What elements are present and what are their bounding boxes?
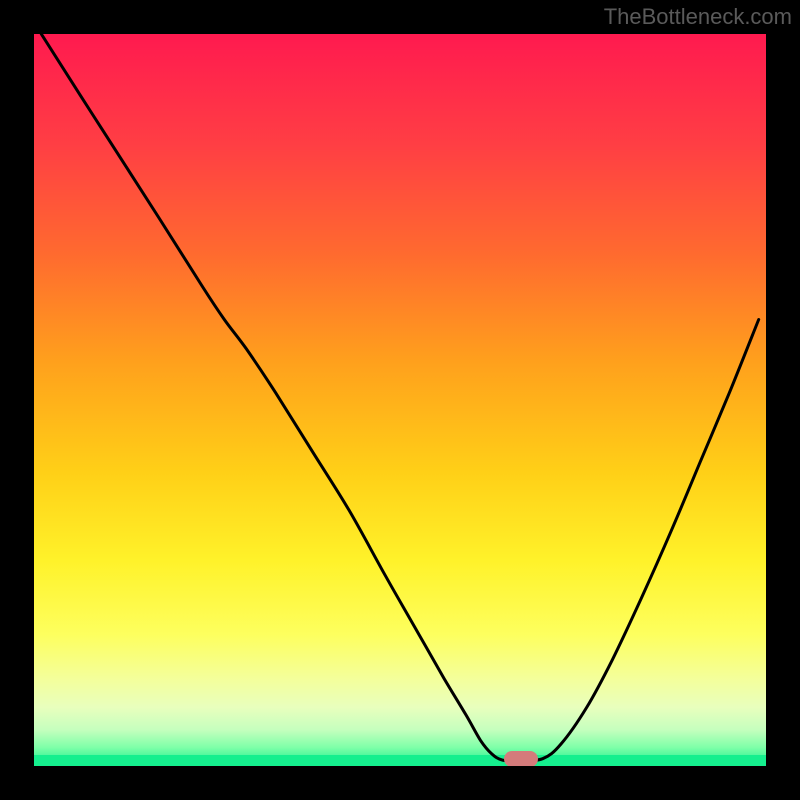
watermark-text: TheBottleneck.com <box>604 4 792 30</box>
bottleneck-curve <box>41 34 758 761</box>
curve-layer <box>34 34 766 766</box>
optimal-marker <box>504 751 538 766</box>
plot-area <box>34 34 766 766</box>
chart-container: TheBottleneck.com <box>0 0 800 800</box>
